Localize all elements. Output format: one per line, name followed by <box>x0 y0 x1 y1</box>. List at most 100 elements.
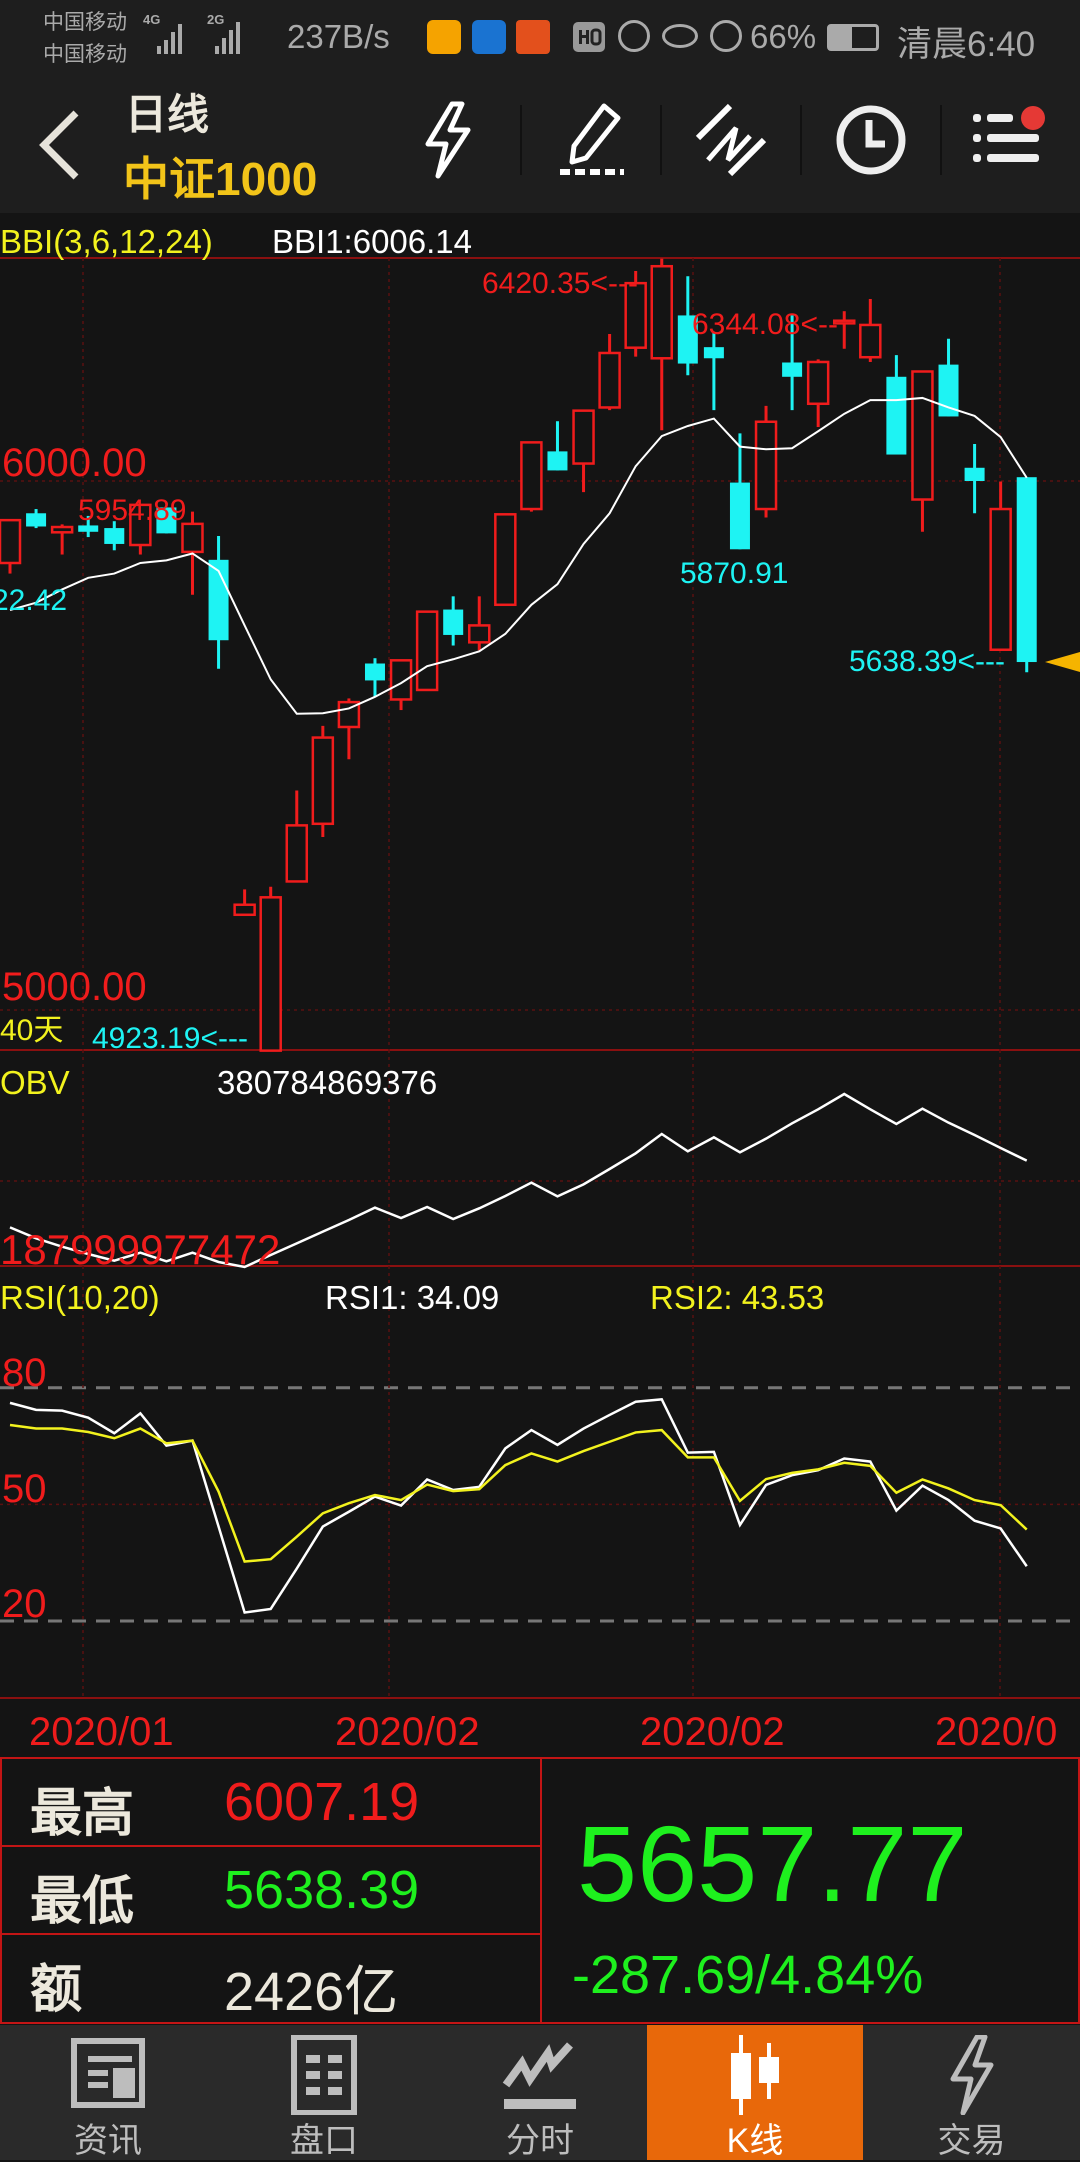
tab-label: 盘口 <box>290 2122 358 2160</box>
candle <box>156 507 177 534</box>
rsi2-line <box>9 1423 1028 1563</box>
candle-body <box>806 360 830 406</box>
obv-value: 380784869376 <box>217 1064 437 1101</box>
back-icon[interactable] <box>30 105 90 185</box>
candle-body <box>181 522 204 554</box>
obv-title: OBV <box>0 1064 70 1101</box>
candle <box>989 481 1012 652</box>
candle-body <box>0 518 22 565</box>
candle <box>938 338 959 417</box>
candle <box>389 659 413 711</box>
tab-label: 资讯 <box>74 2122 142 2160</box>
network-type-1: 4G <box>143 12 161 27</box>
amount-label: 额 <box>30 1961 83 2019</box>
high-row: 最高 6007.19 <box>2 1759 542 1847</box>
toolbar-divider <box>660 105 662 175</box>
candle-body <box>650 264 673 360</box>
candle <box>624 270 647 357</box>
candle <box>650 258 673 431</box>
period-label: 日线 <box>125 91 210 138</box>
hd-icon <box>573 22 605 52</box>
menu-icon[interactable] <box>969 100 1049 180</box>
candle-body <box>729 482 750 550</box>
y-tick-6000: 6000.00 <box>2 441 147 485</box>
amount-row: 额 2426亿 <box>2 1935 542 2024</box>
status-bar: 中国移动 中国移动 4G 2G 237B/s 66% 清晨6:40 <box>0 0 1080 75</box>
candle-body <box>285 824 309 883</box>
candle <box>208 536 229 669</box>
kline-chart[interactable]: BBI(3,6,12,24) BBI1:6006.14 6420.35<--- … <box>0 0 1080 1760</box>
candle-body <box>598 351 621 409</box>
candle <box>859 298 882 362</box>
candle-body <box>443 609 464 635</box>
tab-intraday[interactable]: 分时 <box>432 2025 648 2160</box>
candle <box>964 443 985 514</box>
clock-icon[interactable] <box>831 100 911 180</box>
pencil-icon[interactable] <box>552 100 632 180</box>
rsi1-line <box>9 1398 1028 1614</box>
candle <box>703 332 724 411</box>
rsi-title: RSI(10,20) <box>0 1279 160 1316</box>
high-value: 6007.19 <box>224 1772 420 1832</box>
candle-body <box>259 896 282 1052</box>
low-label: 最低 <box>30 1873 135 1931</box>
tab-news[interactable]: 资讯 <box>0 2025 216 2160</box>
candle-body <box>547 451 568 471</box>
bbi-line <box>9 396 1028 715</box>
candle <box>104 521 125 551</box>
date-tick: 2020/02 <box>640 1710 785 1754</box>
rsi-tick-50: 50 <box>2 1467 47 1511</box>
newspaper-icon <box>71 2038 145 2108</box>
date-tick: 2020/01 <box>29 1710 174 1754</box>
candle <box>911 370 934 532</box>
y-tick-5000: 5000.00 <box>2 965 147 1009</box>
chart-grid <box>0 257 1080 1699</box>
candle-body <box>156 507 177 534</box>
candle-body <box>78 525 99 532</box>
lightning-icon[interactable] <box>408 100 488 180</box>
candle <box>0 518 22 574</box>
candle <box>468 596 491 651</box>
candle-body <box>468 624 491 644</box>
toolbar-divider <box>800 105 802 175</box>
quote-summary: 最高 6007.19 最低 5638.39 额 2426亿 5657.77 -2… <box>0 1757 1080 2024</box>
candle <box>832 311 856 349</box>
low-value: 5638.39 <box>224 1860 420 1920</box>
label-5954: 5954.89 <box>78 494 186 527</box>
candle <box>520 441 543 512</box>
candle-body <box>989 507 1012 652</box>
candle <box>78 515 99 538</box>
candle-body <box>1016 477 1037 663</box>
current-price: 5657.77 <box>577 1803 968 1924</box>
candle <box>259 886 282 1052</box>
network-type-2: 2G <box>207 12 225 27</box>
alarm-icon <box>710 20 742 52</box>
tab-trade[interactable]: 交易 <box>863 2025 1080 2160</box>
candle <box>129 503 152 555</box>
draw-line-icon[interactable] <box>690 100 770 180</box>
bbi-title: BBI(3,6,12,24) <box>0 223 213 260</box>
candle-body <box>520 441 543 511</box>
candle-body <box>964 467 985 481</box>
candle-body <box>364 663 385 681</box>
candle <box>494 513 517 607</box>
carrier-2: 中国移动 <box>43 43 127 66</box>
tab-orderbook[interactable]: 盘口 <box>216 2025 432 2160</box>
clock-time: 清晨6:40 <box>897 25 1036 64</box>
candle-body <box>703 347 724 359</box>
candle <box>364 658 385 697</box>
high-annotation: 6420.35<--- <box>482 267 638 300</box>
candle-body <box>938 364 959 417</box>
battery-percent: 66% <box>750 18 817 55</box>
low-min-annotation: 4923.19<--- <box>92 1022 248 1055</box>
candlestick-icon <box>731 2035 779 2115</box>
mail-app-icon <box>427 20 461 54</box>
candle-body <box>26 513 47 527</box>
tab-label: K线 <box>726 2122 784 2160</box>
tab-kline[interactable]: K线 <box>647 2025 863 2160</box>
candle-body <box>782 362 803 377</box>
eye-icon <box>662 24 698 48</box>
battery-icon <box>827 24 879 51</box>
index-title: 中证1000 <box>123 153 318 205</box>
candle-body <box>911 370 934 501</box>
